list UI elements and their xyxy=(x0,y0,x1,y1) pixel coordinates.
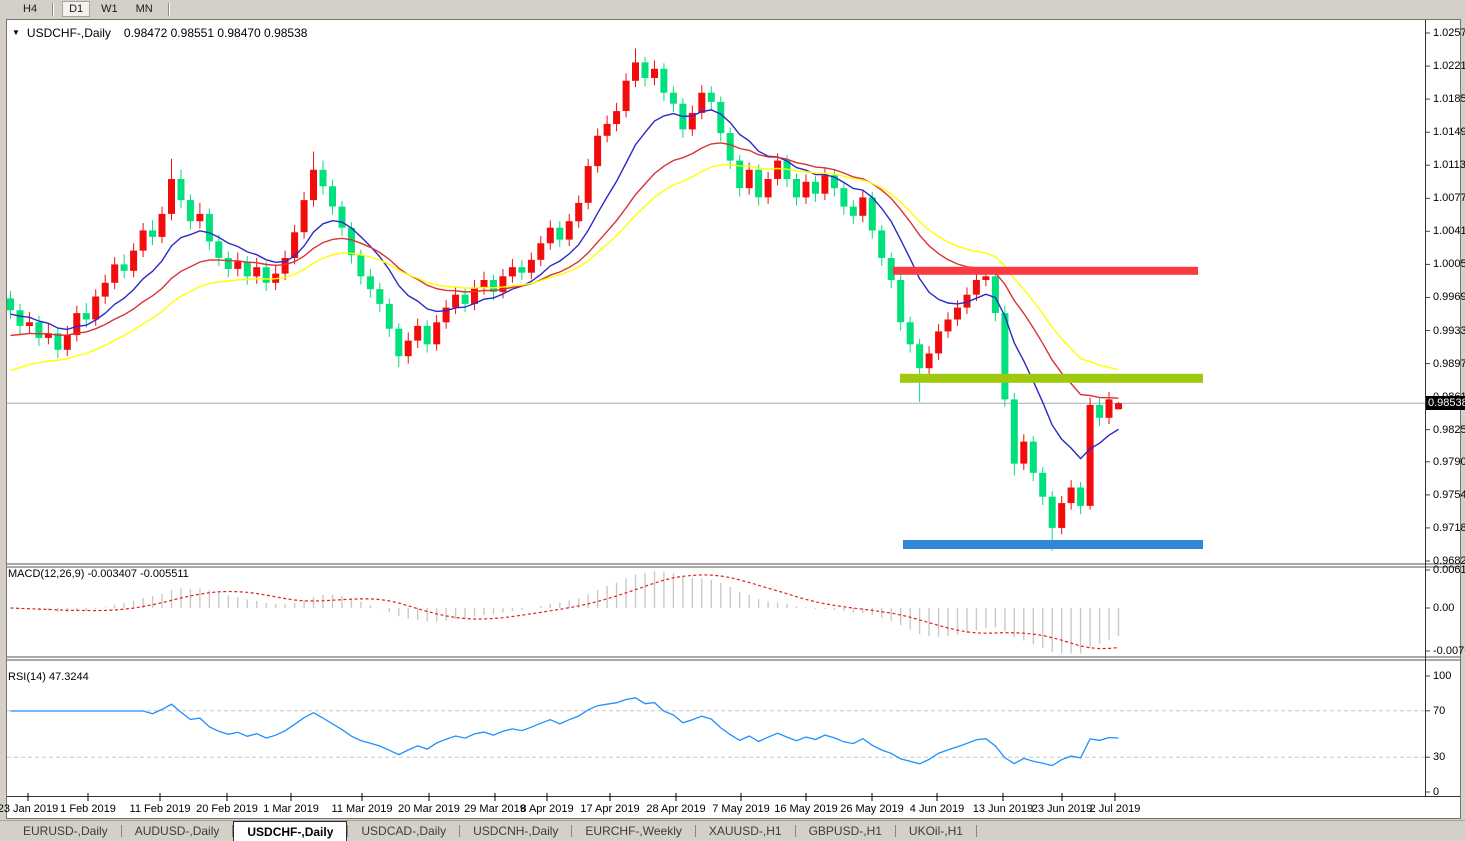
tab-usdchf-daily[interactable]: USDCHF-,Daily xyxy=(233,821,348,841)
macd-indicator-label: MACD(12,26,9) -0.003407 -0.005511 xyxy=(8,568,189,580)
price-axis-label: 1.02570 xyxy=(1433,27,1465,39)
tab-gbpusd-h1[interactable]: GBPUSD-,H1 xyxy=(808,824,882,838)
date-axis-label: 11 Feb 2019 xyxy=(129,803,191,815)
tab-separator xyxy=(232,825,234,837)
tab-separator xyxy=(694,825,696,837)
date-axis-label: 17 Apr 2019 xyxy=(580,803,640,815)
hline-mid-support xyxy=(900,373,1203,383)
ma-slow-line xyxy=(10,163,1119,372)
price-axis-label: 1.01490 xyxy=(1433,126,1465,139)
toolbar-separator xyxy=(52,2,55,16)
ma-fast-line xyxy=(10,109,1119,460)
rsi-axis-label: 30 xyxy=(1433,751,1446,764)
price-axis-label: 1.01850 xyxy=(1433,93,1465,106)
timeframe-button-mn[interactable]: MN xyxy=(135,3,153,15)
date-axis-label: 2 Jul 2019 xyxy=(1089,803,1141,815)
tab-separator xyxy=(894,825,896,837)
macd-axis-label: -0.007612 xyxy=(1433,645,1465,657)
tab-usdcad-daily[interactable]: USDCAD-,Daily xyxy=(361,824,447,838)
tab-separator xyxy=(347,825,349,837)
price-axis-label: 1.00410 xyxy=(1433,225,1465,238)
tab-separator xyxy=(975,825,977,837)
ma-mid-line xyxy=(10,142,1119,399)
hline-support xyxy=(903,540,1203,549)
date-axis-label: 26 May 2019 xyxy=(840,803,904,815)
rsi-axis-label: 100 xyxy=(1433,670,1452,682)
tab-eurusd-daily[interactable]: EURUSD-,Daily xyxy=(23,824,108,838)
tab-separator xyxy=(794,825,796,837)
chart-ohlc-values: 0.98472 0.98551 0.98470 0.98538 xyxy=(123,26,308,40)
rsi-axis-label: 70 xyxy=(1433,704,1446,717)
rsi-axis-label: 0 xyxy=(1433,786,1440,798)
date-axis-label: 16 May 2019 xyxy=(774,803,838,815)
macd-axis-label: 0.00 xyxy=(1433,602,1455,614)
date-axis-label: 23 Jun 2019 xyxy=(1031,803,1093,815)
tab-usdcnh-daily[interactable]: USDCNH-,Daily xyxy=(473,824,559,838)
tab-ukoil-h1[interactable]: UKOil-,H1 xyxy=(908,824,963,838)
date-axis-label: 28 Apr 2019 xyxy=(646,803,706,815)
toolbar-separator xyxy=(167,2,170,16)
chart-title: ▼ USDCHF-,Daily 0.98472 0.98551 0.98470 … xyxy=(12,26,307,40)
timeframe-button-w1[interactable]: W1 xyxy=(101,3,118,15)
macd-axis-label: 0.00613 xyxy=(1433,564,1465,576)
date-axis-label: 4 Jun 2019 xyxy=(909,803,965,815)
candles-group xyxy=(7,48,1122,551)
hline-resistance xyxy=(893,266,1198,275)
date-axis-label: 8 Apr 2019 xyxy=(520,803,574,815)
rsi-indicator-label: RSI(14) 47.3244 xyxy=(8,671,89,683)
date-axis-label: 1 Feb 2019 xyxy=(60,803,116,815)
timeframe-toolbar: H4 D1 W1 MN xyxy=(0,0,1465,18)
chart-tab-bar: EURUSD-,Daily AUDUSD-,Daily USDCHF-,Daily U… xyxy=(0,820,1465,841)
date-axis-label: 1 Mar 2019 xyxy=(263,803,319,815)
price-axis-label: 1.00770 xyxy=(1433,192,1465,205)
rsi-line xyxy=(10,697,1119,767)
tab-eurchf-weekly[interactable]: EURCHF-,Weekly xyxy=(585,824,682,838)
date-axis-label: 29 Mar 2019 xyxy=(464,803,526,815)
date-axis-label: 7 May 2019 xyxy=(712,803,770,815)
price-axis-label: 1.02210 xyxy=(1433,60,1465,73)
timeframe-button-h4[interactable]: H4 xyxy=(23,3,38,15)
date-axis-label: 23 Jan 2019 xyxy=(0,803,59,815)
macd-histogram xyxy=(19,571,1120,654)
chart-symbol-label: USDCHF-,Daily xyxy=(26,26,111,40)
price-axis-label: 1.01130 xyxy=(1433,159,1465,172)
tab-separator xyxy=(120,825,122,837)
tab-audusd-daily[interactable]: AUDUSD-,Daily xyxy=(134,824,220,838)
current-price-marker: 0.98538 xyxy=(1426,396,1465,411)
tab-separator xyxy=(571,825,573,837)
date-axis-label: 20 Mar 2019 xyxy=(398,803,460,815)
tab-separator xyxy=(459,825,461,837)
chart-dropdown-icon[interactable]: ▼ xyxy=(12,27,20,37)
date-axis-label: 11 Mar 2019 xyxy=(331,803,393,815)
timeframe-button-d1[interactable]: D1 xyxy=(62,1,91,17)
date-axis-label: 13 Jun 2019 xyxy=(972,803,1034,815)
date-axis-label: 20 Feb 2019 xyxy=(196,803,258,815)
tab-xauusd-h1[interactable]: XAUUSD-,H1 xyxy=(708,824,782,838)
